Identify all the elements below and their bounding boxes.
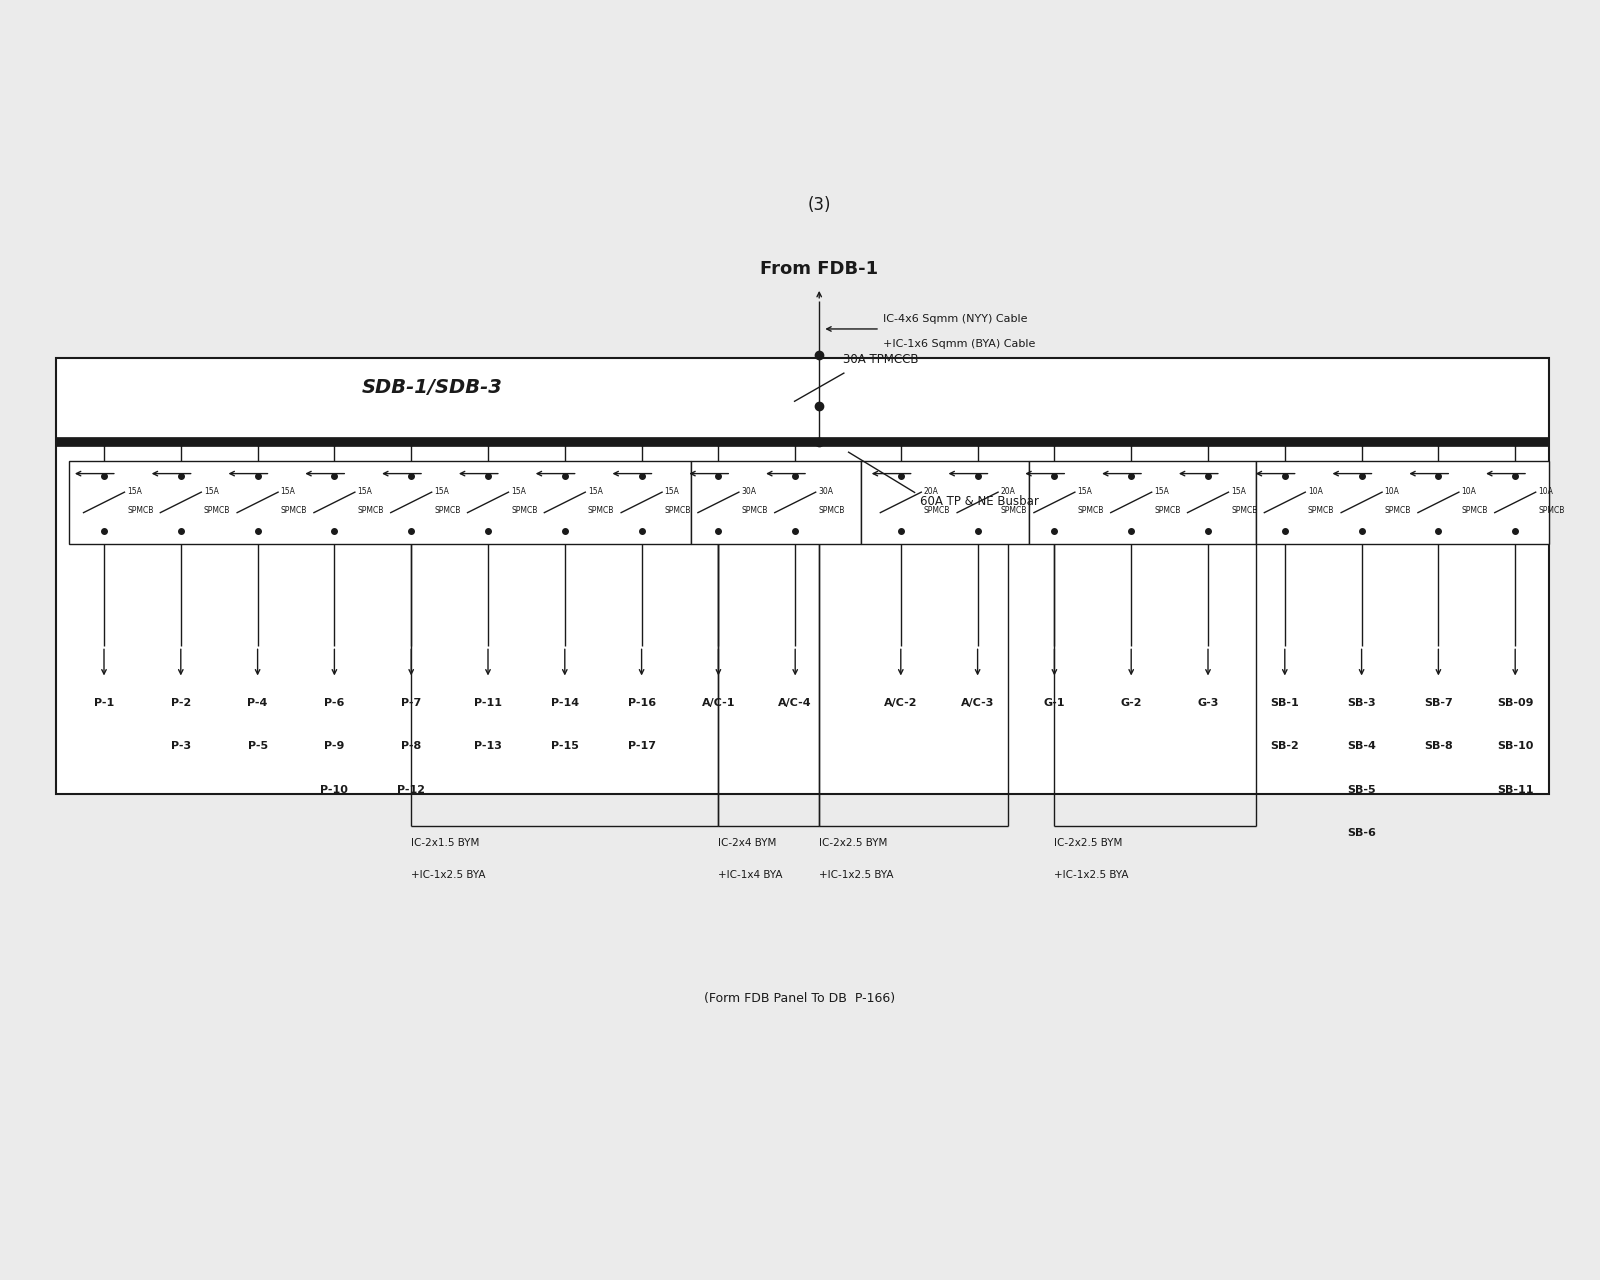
- Text: 15A: 15A: [203, 488, 219, 497]
- Text: SB-1: SB-1: [1270, 698, 1299, 708]
- Text: G-1: G-1: [1043, 698, 1066, 708]
- Bar: [69, 461, 691, 544]
- Text: SPMCB: SPMCB: [1461, 507, 1488, 516]
- Text: +IC-1x4 BYA: +IC-1x4 BYA: [718, 870, 782, 881]
- Text: SPMCB: SPMCB: [587, 507, 614, 516]
- Text: P-15: P-15: [550, 741, 579, 751]
- Text: SB-7: SB-7: [1424, 698, 1453, 708]
- Text: SPMCB: SPMCB: [510, 507, 538, 516]
- Text: 15A: 15A: [587, 488, 603, 497]
- Text: SPMCB: SPMCB: [1384, 507, 1411, 516]
- Text: IC-2x1.5 BYM: IC-2x1.5 BYM: [411, 838, 480, 849]
- Text: SPMCB: SPMCB: [1077, 507, 1104, 516]
- Text: +IC-1x2.5 BYA: +IC-1x2.5 BYA: [1054, 870, 1130, 881]
- Text: 15A: 15A: [510, 488, 526, 497]
- Text: 60A TP & NE Busbar: 60A TP & NE Busbar: [920, 495, 1038, 508]
- Text: SB-3: SB-3: [1347, 698, 1376, 708]
- Text: SDB-1/SDB-3: SDB-1/SDB-3: [362, 378, 502, 397]
- Text: P-9: P-9: [325, 741, 344, 751]
- Text: 10A: 10A: [1461, 488, 1477, 497]
- Text: SPMCB: SPMCB: [1000, 507, 1027, 516]
- Text: +IC-1x6 Sqmm (BYA) Cable: +IC-1x6 Sqmm (BYA) Cable: [883, 339, 1035, 349]
- Text: IC-2x2.5 BYM: IC-2x2.5 BYM: [1054, 838, 1123, 849]
- Text: SPMCB: SPMCB: [1307, 507, 1334, 516]
- Text: 10A: 10A: [1538, 488, 1554, 497]
- Text: P-8: P-8: [402, 741, 421, 751]
- Text: +IC-1x2.5 BYA: +IC-1x2.5 BYA: [819, 870, 894, 881]
- Text: P-4: P-4: [248, 698, 267, 708]
- Text: IC-2x4 BYM: IC-2x4 BYM: [718, 838, 776, 849]
- Text: A/C-1: A/C-1: [702, 698, 734, 708]
- Text: 15A: 15A: [126, 488, 142, 497]
- Bar: [56, 358, 1549, 794]
- Text: SPMCB: SPMCB: [126, 507, 154, 516]
- Text: SPMCB: SPMCB: [818, 507, 845, 516]
- Text: SB-8: SB-8: [1424, 741, 1453, 751]
- Text: SPMCB: SPMCB: [923, 507, 950, 516]
- Text: SPMCB: SPMCB: [203, 507, 230, 516]
- Text: SPMCB: SPMCB: [280, 507, 307, 516]
- Text: 30A: 30A: [741, 488, 757, 497]
- Text: P-13: P-13: [474, 741, 502, 751]
- Text: +IC-1x2.5 BYA: +IC-1x2.5 BYA: [411, 870, 486, 881]
- Text: SPMCB: SPMCB: [741, 507, 768, 516]
- Text: 15A: 15A: [1230, 488, 1246, 497]
- Text: P-11: P-11: [474, 698, 502, 708]
- Text: SPMCB: SPMCB: [1154, 507, 1181, 516]
- Text: 15A: 15A: [357, 488, 373, 497]
- Text: SB-11: SB-11: [1498, 785, 1533, 795]
- Text: P-3: P-3: [171, 741, 190, 751]
- Text: G-3: G-3: [1197, 698, 1219, 708]
- Text: P-2: P-2: [171, 698, 190, 708]
- Text: P-5: P-5: [248, 741, 267, 751]
- Text: SPMCB: SPMCB: [434, 507, 461, 516]
- Text: P-6: P-6: [325, 698, 344, 708]
- Text: 15A: 15A: [664, 488, 680, 497]
- Text: SB-5: SB-5: [1347, 785, 1376, 795]
- Text: SPMCB: SPMCB: [1230, 507, 1258, 516]
- Bar: [691, 461, 861, 544]
- Text: P-14: P-14: [550, 698, 579, 708]
- Text: 10A: 10A: [1384, 488, 1400, 497]
- Text: From FDB-1: From FDB-1: [760, 260, 878, 278]
- Text: G-2: G-2: [1120, 698, 1142, 708]
- Text: 30A: 30A: [818, 488, 834, 497]
- Text: 30A TPMCCB: 30A TPMCCB: [843, 352, 918, 366]
- Text: P-12: P-12: [397, 785, 426, 795]
- Bar: [1256, 461, 1549, 544]
- Text: SPMCB: SPMCB: [1538, 507, 1565, 516]
- Text: (3): (3): [808, 196, 830, 214]
- Text: P-17: P-17: [627, 741, 656, 751]
- Text: SB-6: SB-6: [1347, 828, 1376, 838]
- Text: P-1: P-1: [94, 698, 114, 708]
- Text: A/C-2: A/C-2: [885, 698, 917, 708]
- Text: P-16: P-16: [627, 698, 656, 708]
- Text: 20A: 20A: [923, 488, 939, 497]
- Text: 10A: 10A: [1307, 488, 1323, 497]
- Text: A/C-4: A/C-4: [778, 698, 813, 708]
- Bar: [861, 461, 1029, 544]
- Text: SB-4: SB-4: [1347, 741, 1376, 751]
- Text: SPMCB: SPMCB: [664, 507, 691, 516]
- Text: IC-2x2.5 BYM: IC-2x2.5 BYM: [819, 838, 888, 849]
- Text: 15A: 15A: [280, 488, 296, 497]
- Text: SB-09: SB-09: [1498, 698, 1533, 708]
- Text: IC-4x6 Sqmm (NYY) Cable: IC-4x6 Sqmm (NYY) Cable: [883, 314, 1027, 324]
- Text: P-10: P-10: [320, 785, 349, 795]
- Text: SB-10: SB-10: [1498, 741, 1533, 751]
- Text: 15A: 15A: [434, 488, 450, 497]
- Text: P-7: P-7: [402, 698, 421, 708]
- Bar: [1029, 461, 1256, 544]
- Text: SB-2: SB-2: [1270, 741, 1299, 751]
- Text: (Form FDB Panel To DB  P-166): (Form FDB Panel To DB P-166): [704, 992, 896, 1005]
- Text: 20A: 20A: [1000, 488, 1016, 497]
- Text: 15A: 15A: [1077, 488, 1093, 497]
- Text: 15A: 15A: [1154, 488, 1170, 497]
- Text: A/C-3: A/C-3: [962, 698, 994, 708]
- Text: SPMCB: SPMCB: [357, 507, 384, 516]
